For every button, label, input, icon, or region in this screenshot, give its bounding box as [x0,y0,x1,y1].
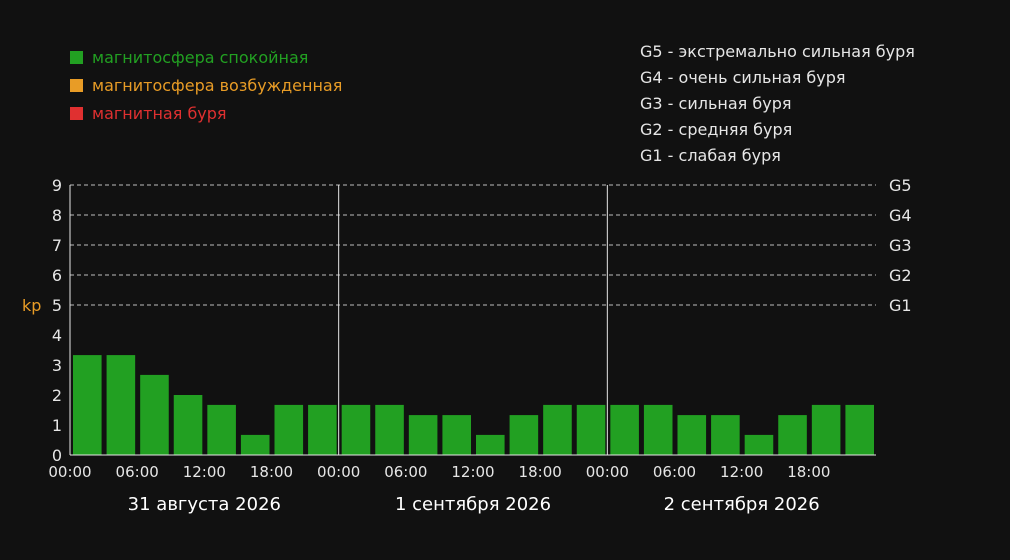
x-tick-label: 06:00 [384,463,427,481]
kp-bar [274,404,304,455]
storm-scale-g1: G1 - слабая буря [640,146,781,165]
kp-bar [408,415,438,455]
kp-bar [308,404,337,455]
legend: магнитосфера спокойная магнитосфера возб… [70,43,342,127]
legend-item-disturbed: магнитосфера возбужденная [70,71,342,99]
kp-bar [476,434,505,455]
y-tick-label: 4 [52,326,62,345]
g-label-g4: G4 [889,206,912,225]
kp-bar [341,404,371,455]
day-label: 1 сентября 2026 [395,494,551,515]
kp-bar [207,404,236,455]
legend-label-storm: магнитная буря [92,103,227,123]
legend-swatch-quiet [70,50,83,64]
kp-bar [811,404,841,455]
y-tick-label: 7 [52,236,62,255]
g-label-g5: G5 [889,176,912,195]
day-label: 2 сентября 2026 [664,494,820,515]
g-label-g2: G2 [889,266,912,285]
kp-bar [677,415,707,455]
x-tick-label: 12:00 [183,463,226,481]
y-tick-label: 9 [52,176,62,195]
y-tick-label: 2 [52,386,62,405]
kp-bar [845,404,874,455]
x-tick-label: 06:00 [653,463,696,481]
legend-label-disturbed: магнитосфера возбужденная [92,75,343,95]
y-tick-label: 8 [52,206,62,225]
kp-bar [442,415,471,455]
kp-bar [140,374,169,455]
legend-swatch-disturbed [70,78,83,92]
kp-bar [643,404,673,455]
x-tick-label: 00:00 [586,463,629,481]
x-tick-label: 00:00 [317,463,360,481]
storm-scale-g2: G2 - средняя буря [640,120,793,139]
y-tick-label: 5 [52,296,62,315]
kp-bar [576,404,606,455]
legend-swatch-storm [70,106,83,120]
g-label-g3: G3 [889,236,912,255]
kp-bar [778,415,807,455]
x-tick-label: 18:00 [519,463,562,481]
kp-bar [509,415,539,455]
x-tick-label: 18:00 [250,463,293,481]
day-label: 31 августа 2026 [128,494,281,515]
kp-bar [73,355,102,455]
storm-scale-g4: G4 - очень сильная буря [640,68,846,87]
kp-bar [240,434,270,455]
kp-bar [106,355,136,455]
x-tick-label: 12:00 [720,463,763,481]
y-tick-label: 3 [52,356,62,375]
x-tick-label: 00:00 [48,463,91,481]
kp-bar [610,404,639,455]
y-tick-label: 1 [52,416,62,435]
storm-scale: G5 - экстремально сильная буря G4 - очен… [640,41,915,171]
storm-scale-g3: G3 - сильная буря [640,94,792,113]
x-tick-label: 06:00 [116,463,159,481]
y-axis-label: kp [22,296,41,315]
legend-item-quiet: магнитосфера спокойная [70,43,342,71]
kp-bar [543,404,572,455]
legend-item-storm: магнитная буря [70,99,342,127]
x-tick-label: 18:00 [787,463,830,481]
kp-bar [744,434,774,455]
kp-bar [173,395,203,455]
storm-scale-g5: G5 - экстремально сильная буря [640,42,915,61]
kp-bar [375,404,404,455]
y-tick-label: 0 [52,446,62,465]
legend-label-quiet: магнитосфера спокойная [92,47,309,67]
x-tick-label: 12:00 [451,463,494,481]
kp-bar [711,415,740,455]
g-label-g1: G1 [889,296,912,315]
y-tick-label: 6 [52,266,62,285]
